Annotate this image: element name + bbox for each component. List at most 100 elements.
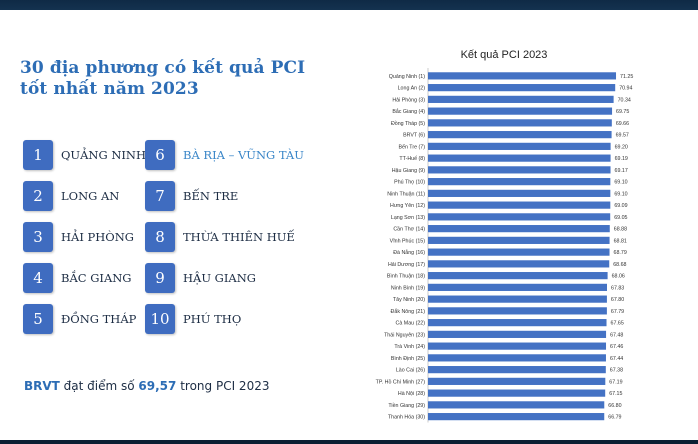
rank-number-box: 10 bbox=[145, 304, 175, 334]
value-label: 66.79 bbox=[608, 415, 621, 421]
bar bbox=[428, 225, 610, 233]
slide: 30 địa phương có kết quả PCI tốt nhất nă… bbox=[0, 10, 698, 440]
value-label: 67.48 bbox=[610, 332, 623, 338]
value-label: 69.17 bbox=[615, 168, 628, 174]
summary-text-2: trong PCI 2023 bbox=[176, 379, 270, 393]
rank-number-box: 2 bbox=[23, 181, 53, 211]
rank-item-1: 1 QUẢNG NINH bbox=[23, 140, 146, 170]
value-label: 68.88 bbox=[614, 227, 627, 233]
rank-name: THỪA THIÊN HUẾ bbox=[183, 230, 295, 244]
bar bbox=[428, 95, 614, 103]
bar bbox=[428, 307, 607, 315]
category-label: Lạng Sơn (13) bbox=[391, 215, 425, 221]
category-label: Bình Định (25) bbox=[391, 356, 425, 362]
category-label: Đồng Tháp (5) bbox=[391, 121, 425, 127]
category-label: Lào Cai (26) bbox=[396, 368, 425, 374]
rank-name: BẾN TRE bbox=[183, 189, 239, 203]
value-label: 67.79 bbox=[611, 309, 624, 315]
value-label: 67.19 bbox=[609, 379, 622, 385]
bar bbox=[428, 107, 613, 115]
rank-item-8: 8 THỪA THIÊN HUẾ bbox=[145, 222, 295, 252]
category-label: Hà Nội (28) bbox=[398, 391, 425, 397]
rank-item-3: 3 HẢI PHÒNG bbox=[23, 222, 134, 252]
headline: 30 địa phương có kết quả PCI tốt nhất nă… bbox=[20, 58, 340, 100]
bar bbox=[428, 178, 611, 186]
rank-number-box: 6 bbox=[145, 140, 175, 170]
category-label: Hải Dương (17) bbox=[388, 262, 425, 268]
bar bbox=[428, 72, 617, 80]
bar bbox=[428, 213, 611, 221]
value-label: 67.44 bbox=[610, 356, 623, 362]
bar bbox=[428, 131, 612, 139]
category-label: Thái Nguyên (23) bbox=[384, 332, 425, 338]
rank-item-9: 9 HẬU GIANG bbox=[145, 263, 256, 293]
summary-score: 69,57 bbox=[138, 379, 177, 393]
rank-name: PHÚ THỌ bbox=[183, 312, 242, 326]
bar bbox=[428, 248, 610, 256]
category-label: Bình Thuận (18) bbox=[387, 274, 425, 280]
category-label: Tây Ninh (20) bbox=[393, 297, 425, 303]
rank-name: QUẢNG NINH bbox=[61, 148, 147, 162]
bar bbox=[428, 154, 611, 162]
value-label: 68.79 bbox=[614, 250, 627, 256]
rank-item-4: 4 BẮC GIANG bbox=[23, 263, 132, 293]
rank-item-10: 10 PHÚ THỌ bbox=[145, 304, 241, 334]
rank-name: ĐỒNG THÁP bbox=[61, 312, 137, 326]
headline-line-1: 30 địa phương có kết quả PCI bbox=[20, 58, 306, 78]
category-label: TT-Huế (8) bbox=[399, 156, 425, 162]
value-label: 67.46 bbox=[610, 344, 623, 350]
category-label: Ninh Bình (19) bbox=[391, 285, 425, 291]
value-label: 68.81 bbox=[614, 238, 627, 244]
value-label: 69.75 bbox=[616, 109, 629, 115]
chart-panel: Kết quả PCI 2023 Quảng Ninh (1) 71.25 Long… bbox=[362, 37, 646, 435]
category-label: Đắk Nông (21) bbox=[391, 308, 426, 315]
category-label: Hưng Yên (12) bbox=[390, 203, 425, 209]
bar bbox=[428, 84, 616, 92]
top-strip bbox=[0, 0, 698, 10]
rank-number-box: 3 bbox=[23, 222, 53, 252]
bar bbox=[428, 389, 606, 397]
rank-name: LONG AN bbox=[61, 189, 120, 203]
value-label: 69.66 bbox=[616, 121, 629, 127]
value-label: 67.15 bbox=[609, 391, 622, 397]
rank-name: HẬU GIANG bbox=[183, 271, 256, 285]
score-summary: BRVT đạt điểm số 69,57 trong PCI 2023 bbox=[24, 379, 269, 393]
rank-number-box: 8 bbox=[145, 222, 175, 252]
value-label: 67.65 bbox=[611, 321, 624, 327]
rank-number-box: 7 bbox=[145, 181, 175, 211]
value-label: 68.06 bbox=[612, 274, 625, 280]
bar bbox=[428, 283, 607, 291]
category-label: Phú Thọ (10) bbox=[394, 180, 425, 186]
value-label: 69.09 bbox=[614, 203, 627, 209]
category-label: Cà Mau (22) bbox=[396, 321, 426, 327]
category-label: Bến Tre (7) bbox=[399, 144, 426, 150]
category-label: Quảng Ninh (1) bbox=[389, 74, 425, 80]
bar bbox=[428, 354, 606, 362]
value-label: 71.25 bbox=[620, 74, 633, 80]
category-label: Đà Nẵng (16) bbox=[393, 249, 425, 256]
bar bbox=[428, 330, 607, 338]
value-label: 69.10 bbox=[614, 180, 627, 186]
rank-name: BẮC GIANG bbox=[61, 271, 132, 285]
bar bbox=[428, 295, 607, 303]
category-label: Long An (2) bbox=[398, 86, 426, 92]
value-label: 67.38 bbox=[610, 368, 623, 374]
category-label: Bắc Giang (4) bbox=[392, 108, 425, 115]
rank-item-5: 5 ĐỒNG THÁP bbox=[23, 304, 136, 334]
rank-number-box: 9 bbox=[145, 263, 175, 293]
bar bbox=[428, 272, 608, 280]
bar bbox=[428, 260, 610, 268]
category-label: BRVT (6) bbox=[403, 133, 425, 139]
bar bbox=[428, 377, 606, 385]
rank-name: HẢI PHÒNG bbox=[61, 230, 134, 244]
rank-item-2: 2 LONG AN bbox=[23, 181, 119, 211]
value-label: 66.80 bbox=[608, 403, 621, 409]
value-label: 69.19 bbox=[615, 156, 628, 162]
bar bbox=[428, 413, 605, 421]
value-label: 69.57 bbox=[616, 133, 629, 139]
bar bbox=[428, 189, 611, 197]
chart-title: Kết quả PCI 2023 bbox=[460, 49, 548, 61]
category-label: Trà Vinh (24) bbox=[394, 344, 425, 350]
bar bbox=[428, 401, 605, 409]
rank-number-box: 4 bbox=[23, 263, 53, 293]
